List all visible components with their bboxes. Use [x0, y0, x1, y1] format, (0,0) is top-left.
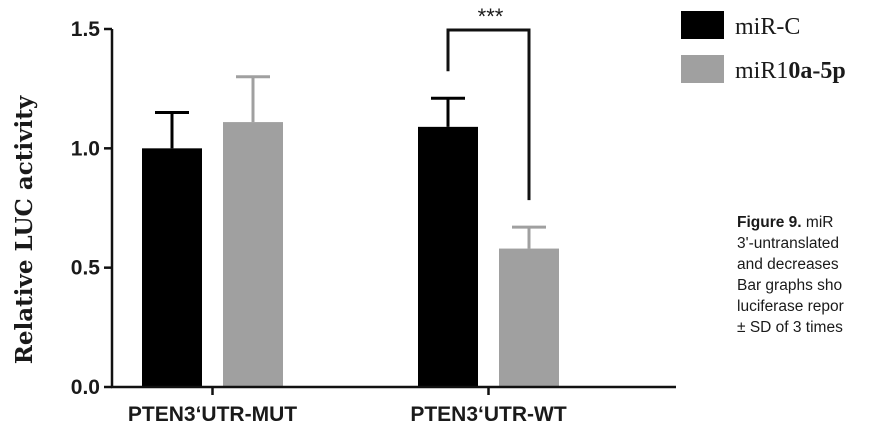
- x-tick-label: PTEN3‘UTR-WT: [410, 403, 566, 426]
- caption-line: Bar graphs sho: [737, 277, 843, 294]
- x-tick-label: PTEN3‘UTR-MUT: [128, 403, 297, 426]
- legend: miR-C miR10a-5p: [681, 11, 846, 84]
- bar: [142, 148, 202, 387]
- y-tick-label: 0.5: [71, 257, 101, 280]
- x-axis: PTEN3‘UTR-MUT PTEN3‘UTR-WT: [111, 385, 676, 426]
- bar: [418, 126, 478, 387]
- legend-label: miR10a-5p: [735, 58, 846, 84]
- y-tick-label: 1.5: [71, 18, 101, 41]
- y-axis-label: Relative LUC activity: [11, 95, 38, 364]
- significance-line: [446, 28, 531, 201]
- significance-label: ***: [478, 4, 504, 29]
- y-tick-label: 0.0: [71, 376, 100, 399]
- bars: [142, 75, 559, 387]
- caption-line: and decreases: [737, 256, 839, 273]
- legend-label: miR-C: [735, 14, 800, 40]
- caption-figure-number: Figure 9.: [737, 214, 802, 231]
- caption-text: miR: [801, 214, 834, 231]
- caption-line: ± SD of 3 times: [737, 319, 843, 336]
- caption-line: luciferase repor: [737, 298, 844, 315]
- caption-line: Figure 9. miR: [737, 212, 887, 233]
- bar: [223, 122, 283, 387]
- y-tick-label: 1.0: [71, 137, 100, 160]
- legend-swatch: [681, 11, 724, 39]
- legend-swatch: [681, 55, 724, 83]
- significance-bracket: ***: [446, 4, 531, 201]
- caption-line: 3'-untranslated: [737, 235, 840, 252]
- figure-caption: Figure 9. miR 3'-untranslated and decrea…: [737, 212, 887, 422]
- y-axis: 0.0 0.5 1.0 1.5: [71, 18, 114, 399]
- bar: [499, 248, 559, 387]
